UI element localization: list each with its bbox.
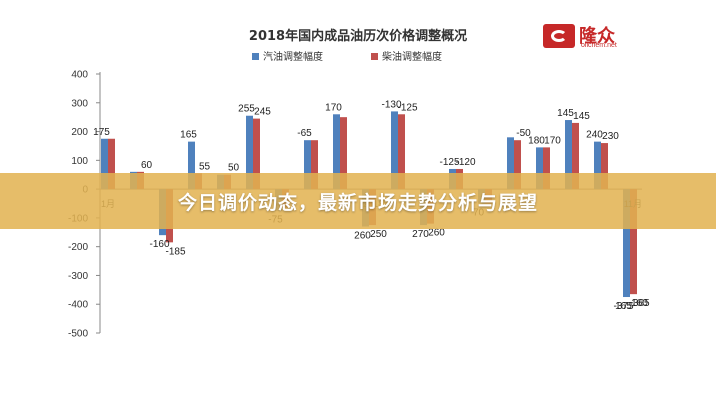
gasoline-bar bbox=[623, 189, 630, 298]
data-label: 145 bbox=[557, 108, 574, 119]
diesel-bar bbox=[253, 118, 260, 190]
logo-mark-icon bbox=[543, 24, 575, 48]
gasoline-bar bbox=[101, 138, 108, 190]
oilchem-logo: 隆众 oilchem.net bbox=[543, 24, 643, 50]
legend-label: 柴油调整幅度 bbox=[382, 50, 442, 63]
data-label: 230 bbox=[602, 131, 619, 142]
gasoline-bar bbox=[507, 137, 514, 190]
data-label: -120 bbox=[455, 157, 475, 168]
data-label: -130 bbox=[381, 99, 401, 110]
gasoline-bar bbox=[565, 120, 572, 190]
gasoline-bar bbox=[246, 115, 253, 190]
legend-swatch bbox=[371, 53, 378, 60]
legend-swatch bbox=[252, 53, 259, 60]
data-label: 180 bbox=[528, 135, 545, 146]
diesel-bar bbox=[514, 140, 521, 190]
data-label: 60 bbox=[141, 160, 153, 171]
data-label: 165 bbox=[615, 301, 632, 312]
diesel-bar bbox=[398, 114, 405, 190]
y-tick-label: -200 bbox=[68, 242, 88, 253]
data-label: 175 bbox=[93, 127, 110, 138]
diesel-bar bbox=[572, 122, 579, 190]
y-tick-label: 100 bbox=[71, 156, 88, 167]
data-label: -125 bbox=[439, 157, 459, 168]
gasoline-bar bbox=[391, 111, 398, 190]
data-label: -375 bbox=[613, 301, 633, 312]
data-label: 55 bbox=[199, 161, 211, 172]
data-label: 260 bbox=[354, 231, 371, 242]
logo-url: oilchem.net bbox=[581, 42, 617, 49]
data-label: 240 bbox=[586, 130, 603, 141]
y-tick-label: -500 bbox=[68, 329, 88, 340]
data-label: -365 bbox=[629, 298, 649, 309]
data-label: -160 bbox=[149, 239, 169, 250]
diesel-bar bbox=[601, 143, 608, 190]
legend: 汽油调整幅度 柴油调整幅度 bbox=[252, 50, 442, 63]
legend-label: 汽油调整幅度 bbox=[263, 50, 323, 63]
y-tick-label: 400 bbox=[71, 70, 88, 81]
data-labels: 17560-160-1851655550255245-75-6517026025… bbox=[93, 99, 650, 312]
gasoline-bar bbox=[304, 140, 311, 190]
y-tick-label: 200 bbox=[71, 127, 88, 138]
data-label: 250 bbox=[370, 229, 387, 240]
data-label: 160 bbox=[631, 298, 648, 309]
gasoline-bar bbox=[333, 114, 340, 190]
data-label: -50 bbox=[516, 128, 531, 139]
data-label: 260 bbox=[428, 228, 445, 239]
data-label: 50 bbox=[228, 163, 240, 174]
diesel-bar bbox=[630, 189, 637, 295]
y-tick-label: -300 bbox=[68, 271, 88, 282]
headline-banner: 今日调价动态，最新市场走势分析与展望 bbox=[0, 173, 716, 229]
headline-text: 今日调价动态，最新市场走势分析与展望 bbox=[177, 191, 538, 214]
gasoline-bar bbox=[536, 147, 543, 190]
gasoline-bar bbox=[188, 141, 195, 190]
data-label: 170 bbox=[325, 102, 342, 113]
data-label: -125 bbox=[397, 102, 417, 113]
data-label: 165 bbox=[180, 130, 197, 141]
data-label: 270 bbox=[412, 229, 429, 240]
y-tick-label: -400 bbox=[68, 300, 88, 311]
data-label: 255 bbox=[238, 104, 255, 115]
diesel-bar bbox=[340, 117, 347, 190]
gasoline-bar bbox=[594, 141, 601, 190]
chart-title: 2018年国内成品油历次价格调整概况 bbox=[249, 28, 467, 44]
data-label: 245 bbox=[254, 107, 271, 118]
data-label: 145 bbox=[573, 111, 590, 122]
y-tick-label: 300 bbox=[71, 98, 88, 109]
data-label: -65 bbox=[297, 128, 312, 139]
diesel-bar bbox=[543, 147, 550, 190]
data-label: -185 bbox=[165, 246, 185, 257]
data-label: 170 bbox=[544, 135, 561, 146]
diesel-bar bbox=[311, 140, 318, 190]
logo-name: 隆众 bbox=[579, 26, 615, 47]
diesel-bar bbox=[108, 138, 115, 190]
